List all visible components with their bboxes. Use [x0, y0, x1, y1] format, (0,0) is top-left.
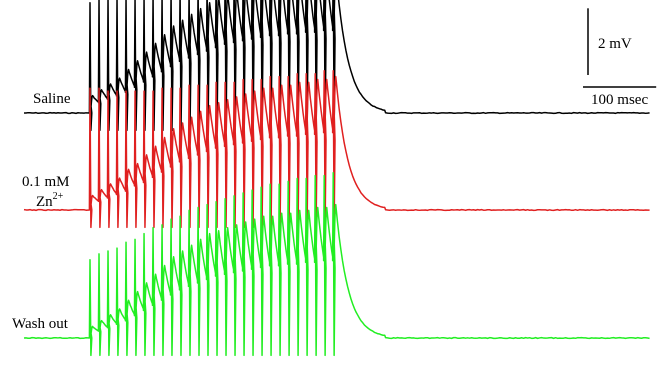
- trace-0-1-mm-zn2: [23, 70, 650, 229]
- trace-label-wash-out: Wash out: [12, 316, 69, 332]
- trace-label-0-1-mm-zn2: 0.1 mM Zn2+: [22, 174, 70, 210]
- scale-bar-time-label: 100 msec: [591, 92, 648, 108]
- scale-bar-voltage-label: 2 mV: [598, 36, 632, 52]
- trace-wash-out: [23, 171, 650, 357]
- trace-group: [23, 0, 650, 357]
- trace-saline: [23, 0, 650, 132]
- trace-label-saline: Saline: [33, 91, 71, 107]
- trace-label-group: Saline 0.1 mM Zn2+ Wash out: [12, 91, 71, 332]
- scale-bar: 2 mV 100 msec: [583, 8, 657, 108]
